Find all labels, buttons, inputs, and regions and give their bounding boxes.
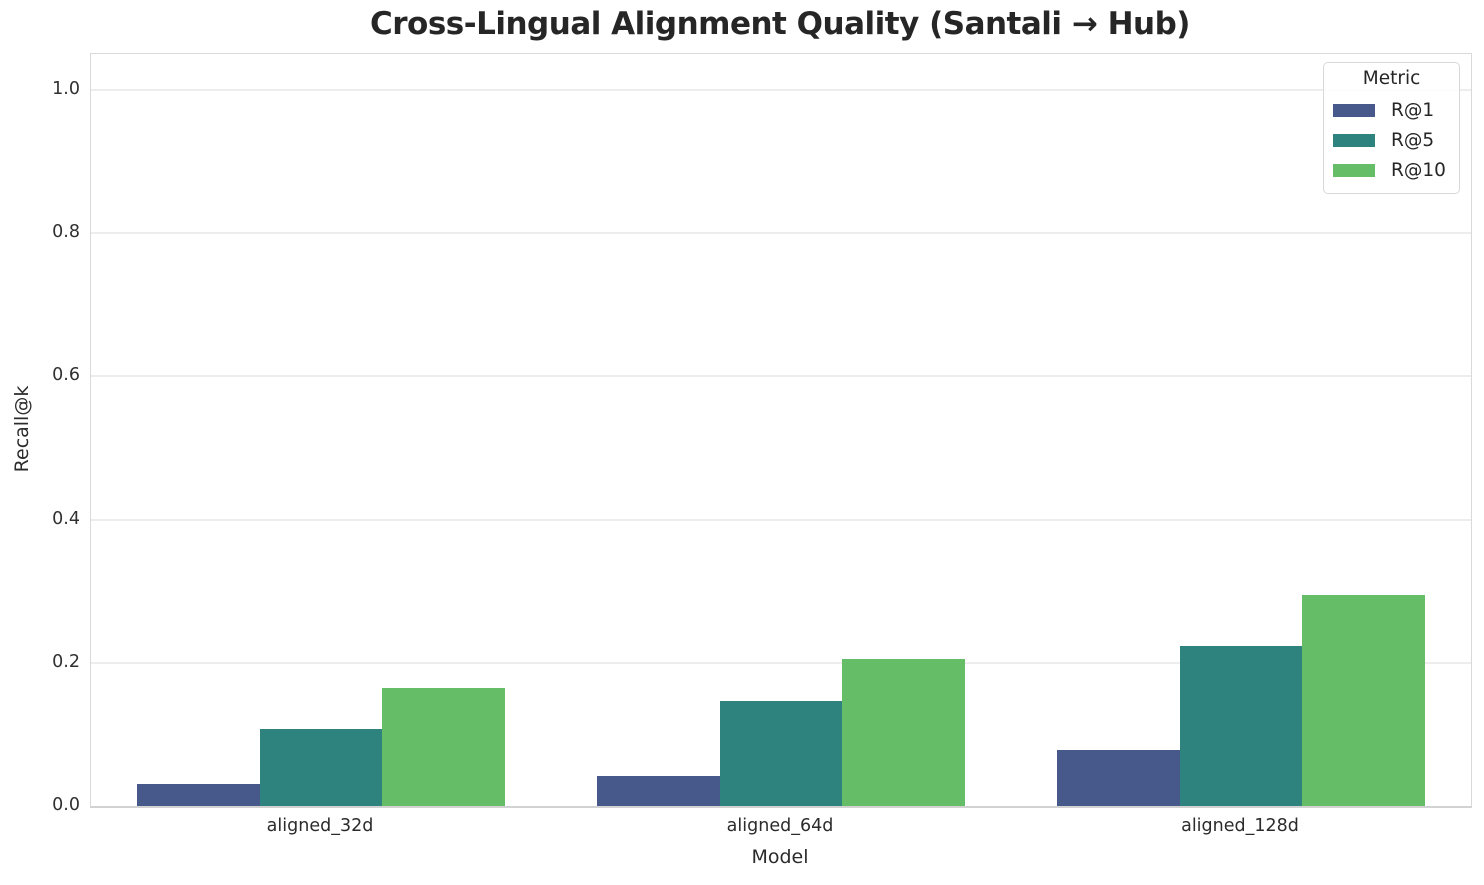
y-tick-label: 0.2: [52, 651, 80, 672]
legend-entry-R@1: R@1: [1332, 95, 1451, 125]
legend-swatch-icon: [1333, 103, 1375, 117]
bar-R@1-aligned_64d: [597, 775, 720, 806]
y-tick-label: 0.4: [52, 508, 80, 529]
y-tick-label: 1.0: [52, 78, 80, 99]
x-tick-label-aligned_128d: aligned_128d: [1181, 816, 1299, 836]
bar-R@10-aligned_128d: [1302, 594, 1425, 806]
legend-entry-R@5: R@5: [1332, 125, 1451, 155]
x-axis-label: Model: [751, 846, 809, 868]
legend-swatch-icon: [1333, 163, 1375, 177]
x-tick-label-aligned_32d: aligned_32d: [266, 816, 374, 836]
chart-title: Cross-Lingual Alignment Quality (Santali…: [370, 6, 1190, 42]
gridline-y-1: [91, 88, 1471, 91]
bar-R@5-aligned_32d: [259, 729, 383, 806]
gridline-y-0.2: [91, 661, 1471, 664]
y-tick-label: 0.0: [52, 795, 80, 815]
y-tick-label: 0.8: [52, 222, 80, 243]
bar-R@10-aligned_32d: [382, 687, 505, 806]
gridline-y-0.6: [91, 375, 1471, 378]
x-tick-label-aligned_64d: aligned_64d: [726, 816, 834, 836]
legend-label: R@5: [1391, 129, 1435, 151]
gridline-y-0.4: [91, 518, 1471, 521]
legend-entries: R@1 R@5 R@10: [1332, 95, 1451, 185]
legend-label: R@10: [1391, 159, 1446, 181]
bar-R@10-aligned_64d: [842, 659, 965, 806]
gridline-y-0.8: [91, 232, 1471, 234]
bar-R@5-aligned_128d: [1179, 645, 1303, 806]
bar-R@5-aligned_64d: [719, 701, 843, 806]
legend-title: Metric: [1362, 68, 1421, 89]
legend-swatch-icon: [1333, 133, 1375, 147]
y-axis-label: Recall@k: [11, 385, 33, 473]
bar-R@1-aligned_32d: [137, 783, 260, 806]
legend: Metric R@1 R@5 R@10: [1323, 62, 1460, 194]
plot-area: [90, 53, 1472, 808]
y-tick-label: 0.6: [52, 365, 80, 386]
legend-label: R@1: [1391, 99, 1435, 121]
legend-entry-R@10: R@10: [1332, 155, 1451, 185]
bar-R@1-aligned_128d: [1057, 750, 1180, 806]
